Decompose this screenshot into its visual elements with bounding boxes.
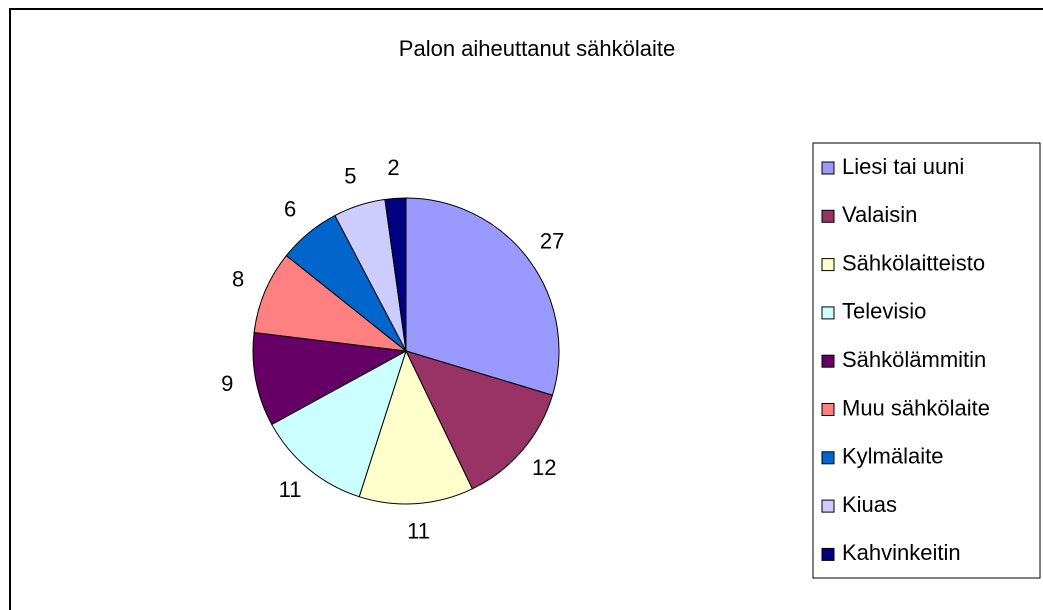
chart-title: Palon aiheuttanut sähkölaite bbox=[399, 36, 675, 61]
legend-swatch bbox=[821, 354, 835, 368]
data-label: 6 bbox=[284, 196, 296, 221]
data-label: 2 bbox=[387, 155, 399, 180]
pie-slice bbox=[358, 349, 474, 505]
legend-label: Televisio bbox=[842, 299, 926, 324]
pie-slice bbox=[405, 350, 554, 490]
pie-slice bbox=[271, 349, 407, 498]
legend-label: Sähkölaitteisto bbox=[842, 250, 985, 275]
legend-label: Liesi tai uuni bbox=[842, 154, 964, 179]
legend-label: Kylmälaite bbox=[842, 444, 943, 469]
legend-swatch bbox=[821, 258, 835, 272]
legend-swatch bbox=[821, 403, 835, 416]
data-label: 5 bbox=[344, 164, 356, 189]
data-label: 27 bbox=[540, 228, 564, 253]
legend-swatch bbox=[821, 161, 835, 175]
data-label: 9 bbox=[221, 371, 233, 396]
legend-label: Kiuas bbox=[842, 492, 897, 517]
legend-label: Kahvinkeitin bbox=[842, 540, 961, 565]
legend-swatch bbox=[821, 547, 835, 561]
pie-slice bbox=[405, 197, 560, 396]
pie-slice bbox=[252, 332, 408, 426]
legend-label: Muu sähkölaite bbox=[842, 395, 990, 420]
pie-slice bbox=[384, 197, 407, 352]
legend-label: Valaisin bbox=[842, 202, 917, 227]
legend-label: Sähkölämmitin bbox=[842, 347, 986, 372]
data-label: 11 bbox=[279, 477, 302, 502]
legend-swatch bbox=[821, 209, 835, 223]
data-label: 8 bbox=[232, 266, 244, 291]
data-label: 11 bbox=[407, 518, 430, 543]
legend-box bbox=[812, 142, 1041, 579]
legend-swatch bbox=[821, 306, 835, 320]
data-label: 12 bbox=[532, 455, 556, 480]
legend-swatch bbox=[821, 499, 835, 513]
legend-swatch bbox=[821, 451, 835, 465]
pie-slice bbox=[253, 254, 408, 352]
